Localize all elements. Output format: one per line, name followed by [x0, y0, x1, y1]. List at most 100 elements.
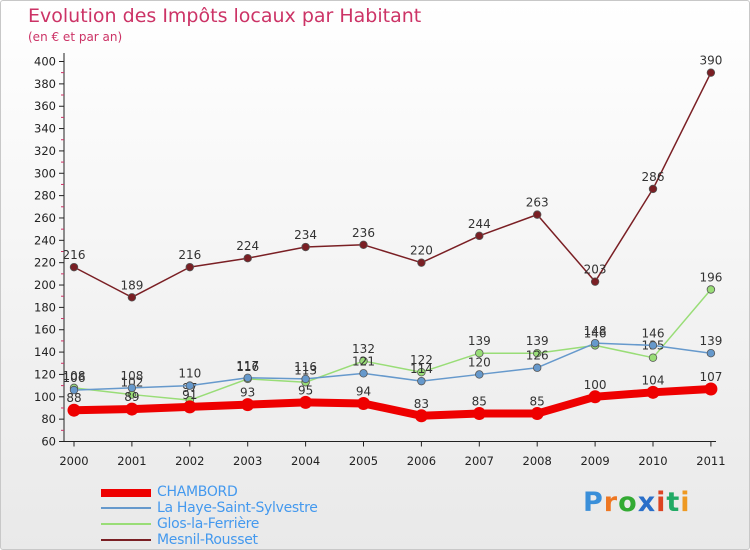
data-label-glos-la-ferri-re: 108 [63, 369, 86, 383]
data-point-la-haye-saint-sylvestre [69, 385, 79, 395]
y-tick-label: 260 [34, 211, 56, 225]
legend-label-glos: Glos-la-Ferrière [157, 516, 260, 532]
data-label-glos-la-ferri-re: 116 [236, 360, 259, 374]
data-point-mesnil-rousset [706, 68, 716, 77]
y-tick-label: 400 [34, 55, 56, 69]
data-point-la-haye-saint-sylvestre [648, 341, 658, 350]
data-point-glos-la-ferri-re [648, 353, 658, 362]
y-tick-label: 200 [34, 278, 56, 292]
series-line-mesnil-rousset [73, 71, 712, 299]
data-point-chambord [588, 390, 602, 404]
data-point-chambord [125, 402, 139, 416]
x-tick-label: 2003 [233, 454, 262, 468]
data-label-la-haye-saint-sylvestre: 148 [584, 324, 607, 338]
data-point-mesnil-rousset [69, 262, 79, 272]
y-tick-label: 220 [34, 256, 56, 270]
data-label-la-haye-saint-sylvestre: 106 [63, 371, 86, 385]
data-point-chambord [414, 409, 428, 423]
data-point-la-haye-saint-sylvestre [533, 363, 542, 372]
data-label-chambord: 107 [699, 370, 722, 384]
data-point-mesnil-rousset [127, 293, 137, 302]
data-point-glos-la-ferri-re [706, 285, 716, 294]
data-label-mesnil-rousset: 286 [642, 170, 665, 184]
legend-label-chambord: CHAMBORD [157, 484, 238, 500]
data-label-la-haye-saint-sylvestre: 126 [526, 349, 549, 363]
data-label-chambord: 89 [124, 390, 139, 404]
legend-swatch-la-haye [101, 507, 151, 509]
data-point-la-haye-saint-sylvestre [417, 376, 426, 386]
data-point-mesnil-rousset [185, 262, 194, 272]
x-tick-label: 2005 [349, 454, 378, 468]
data-label-glos-la-ferri-re: 139 [526, 334, 549, 348]
x-tick-label: 2000 [59, 454, 88, 468]
data-point-glos-la-ferri-re [533, 349, 542, 358]
data-label-mesnil-rousset: 189 [120, 278, 143, 292]
data-label-chambord: 83 [414, 397, 429, 411]
data-label-glos-la-ferri-re: 122 [410, 353, 433, 367]
data-label-la-haye-saint-sylvestre: 116 [294, 360, 317, 374]
data-point-chambord [357, 397, 370, 410]
data-point-chambord [472, 407, 486, 421]
data-point-chambord [183, 400, 197, 414]
data-point-mesnil-rousset [359, 240, 368, 249]
data-point-glos-la-ferri-re [475, 349, 484, 358]
data-point-la-haye-saint-sylvestre [359, 369, 368, 378]
logo-letter: o [618, 487, 638, 518]
y-tick-label: 80 [41, 412, 56, 426]
y-tick-label: 140 [34, 345, 56, 359]
x-tick-label: 2001 [117, 454, 146, 468]
y-tick-label: 340 [34, 122, 56, 136]
data-label-la-haye-saint-sylvestre: 117 [236, 359, 259, 373]
y-tick-label: 180 [34, 300, 56, 314]
data-label-mesnil-rousset: 244 [468, 217, 491, 231]
proxiti-logo: Proxiti [583, 487, 691, 518]
data-label-glos-la-ferri-re: 102 [120, 376, 143, 390]
logo-letter: i [680, 487, 691, 518]
data-label-mesnil-rousset: 203 [584, 263, 607, 277]
series-line-glos-la-ferri-re [73, 288, 712, 401]
data-label-la-haye-saint-sylvestre: 110 [178, 367, 201, 381]
y-tick-label: 360 [34, 99, 56, 113]
data-point-mesnil-rousset [475, 231, 484, 241]
data-label-la-haye-saint-sylvestre: 108 [120, 369, 143, 383]
logo-letter: r [603, 487, 619, 518]
y-tick-label: 320 [34, 144, 56, 158]
data-label-mesnil-rousset: 390 [699, 54, 722, 68]
data-point-mesnil-rousset [533, 210, 542, 219]
data-label-la-haye-saint-sylvestre: 139 [699, 334, 722, 348]
logo-letter: P [583, 487, 604, 518]
legend-swatch-chambord [101, 489, 151, 497]
x-tick-label: 2009 [580, 454, 609, 468]
legend-label-la-haye: La Haye-Saint-Sylvestre [157, 500, 318, 516]
legend-label-mesnil: Mesnil-Rousset [157, 532, 258, 548]
data-label-glos-la-ferri-re: 113 [294, 363, 317, 377]
data-label-chambord: 93 [240, 386, 255, 400]
data-label-chambord: 94 [356, 385, 371, 399]
y-tick-label: 100 [34, 390, 56, 404]
y-tick-label: 300 [34, 166, 56, 180]
data-label-chambord: 85 [530, 395, 545, 409]
data-label-mesnil-rousset: 216 [63, 248, 86, 262]
chart-subtitle: (en € et par an) [28, 30, 123, 44]
y-tick-label: 160 [34, 323, 56, 337]
data-label-mesnil-rousset: 236 [352, 226, 375, 240]
data-label-chambord: 88 [66, 391, 81, 405]
series-line-chambord [70, 384, 715, 420]
data-point-glos-la-ferri-re [417, 368, 426, 377]
data-label-glos-la-ferri-re: 196 [699, 271, 722, 285]
data-point-mesnil-rousset [590, 277, 600, 286]
x-tick-label: 2002 [175, 454, 204, 468]
data-label-la-haye-saint-sylvestre: 121 [352, 354, 375, 368]
y-tick-label: 240 [34, 233, 56, 247]
data-point-chambord [646, 385, 660, 399]
data-label-chambord: 91 [182, 388, 197, 402]
data-point-la-haye-saint-sylvestre [243, 373, 252, 382]
data-label-mesnil-rousset: 224 [236, 239, 259, 253]
logo-letter: i [656, 487, 667, 518]
data-label-la-haye-saint-sylvestre: 114 [410, 362, 433, 376]
x-tick-label: 2008 [523, 454, 552, 468]
data-label-glos-la-ferri-re: 146 [584, 326, 607, 340]
logo-letter: t [666, 487, 681, 518]
